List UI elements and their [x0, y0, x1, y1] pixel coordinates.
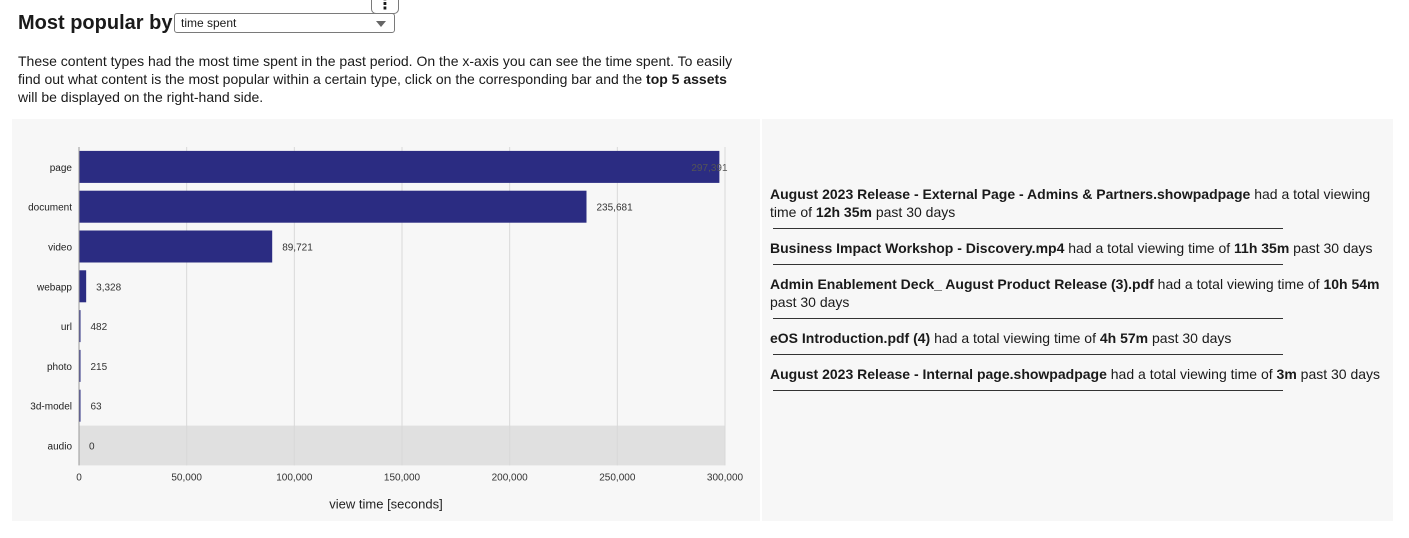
asset-period: past 30 days — [1296, 366, 1381, 382]
asset-name: Admin Enablement Deck_ August Product Re… — [770, 276, 1154, 292]
bar-url[interactable] — [79, 310, 81, 343]
asset-item: eOS Introduction.pdf (4) had a total vie… — [770, 329, 1385, 355]
asset-name: eOS Introduction.pdf (4) — [770, 330, 931, 346]
value-label-photo: 215 — [91, 362, 108, 373]
bar-video[interactable] — [79, 230, 273, 263]
asset-period: past 30 days — [1289, 240, 1373, 256]
x-axis-label: view time [seconds] — [329, 496, 442, 511]
bar-3d-model[interactable] — [79, 389, 81, 422]
asset-time: 11h 35m — [1234, 240, 1290, 256]
bar-webapp[interactable] — [79, 270, 87, 303]
x-tick-label: 150,000 — [384, 472, 421, 483]
x-tick-label: 250,000 — [599, 472, 636, 483]
category-label-webapp: webapp — [36, 282, 72, 293]
asset-name: August 2023 Release - Internal page.show… — [770, 366, 1107, 382]
asset-text: had a total viewing time of — [1064, 240, 1235, 256]
category-label-document: document — [28, 203, 72, 214]
category-label-3d-model: 3d-model — [30, 402, 72, 413]
asset-name: Business Impact Workshop - Discovery.mp4 — [770, 240, 1065, 256]
value-label-webapp: 3,328 — [96, 282, 121, 293]
asset-time: 12h 35m — [815, 204, 872, 220]
value-label-document: 235,681 — [596, 203, 633, 214]
category-label-page: page — [50, 163, 73, 174]
description-text-end: will be displayed on the right-hand side… — [18, 89, 264, 105]
x-tick-label: 200,000 — [492, 472, 529, 483]
page-title: Most popular by: — [18, 12, 180, 34]
description: These content types had the most time sp… — [18, 52, 738, 106]
asset-period: past 30 days — [1148, 330, 1232, 346]
assets-panel — [762, 119, 1393, 521]
asset-text: had a total viewing time of — [770, 186, 1371, 220]
asset-item: August 2023 Release - External Page - Ad… — [770, 185, 1385, 229]
asset-text: had a total viewing time of — [930, 330, 1100, 346]
value-label-video: 89,721 — [282, 243, 313, 254]
metric-select-value: time spent — [181, 16, 237, 30]
category-label-url: url — [61, 322, 72, 333]
kebab-menu-icon[interactable]: ⋮ — [371, 0, 399, 14]
category-label-audio: audio — [48, 442, 73, 453]
value-label-3d-model: 63 — [91, 402, 103, 413]
bar-photo[interactable] — [79, 349, 81, 382]
title-row: Most popular by: — [18, 8, 179, 38]
asset-text: had a total viewing time of — [1153, 276, 1324, 292]
bar-document[interactable] — [79, 190, 587, 223]
asset-name: August 2023 Release - External Page - Ad… — [770, 186, 1251, 202]
metric-select[interactable]: time spent — [174, 13, 395, 33]
asset-text: had a total viewing time of — [1106, 366, 1277, 382]
x-tick-label: 0 — [76, 472, 82, 483]
top-assets-list: August 2023 Release - External Page - Ad… — [770, 185, 1385, 401]
asset-item: August 2023 Release - Internal page.show… — [770, 365, 1385, 391]
asset-time: 3m — [1276, 366, 1297, 382]
x-tick-label: 300,000 — [707, 472, 744, 483]
bar-page[interactable] — [79, 150, 720, 183]
asset-time: 4h 57m — [1099, 330, 1149, 346]
asset-period: past 30 days — [871, 204, 956, 220]
asset-item: Business Impact Workshop - Discovery.mp4… — [770, 239, 1385, 265]
x-tick-label: 100,000 — [276, 472, 313, 483]
asset-item: Admin Enablement Deck_ August Product Re… — [770, 275, 1385, 319]
description-bold: top 5 assets — [646, 71, 727, 87]
value-label-url: 482 — [91, 322, 108, 333]
value-label-page: 297,391 — [691, 163, 728, 174]
asset-time: 10h 54m — [1323, 276, 1380, 292]
asset-period: past 30 days — [770, 294, 850, 310]
category-label-video: video — [48, 243, 72, 254]
chevron-down-icon — [376, 21, 386, 27]
value-label-audio: 0 — [89, 442, 95, 453]
category-label-photo: photo — [47, 362, 72, 373]
x-tick-label: 50,000 — [171, 472, 202, 483]
description-text: These content types had the most time sp… — [18, 53, 733, 87]
